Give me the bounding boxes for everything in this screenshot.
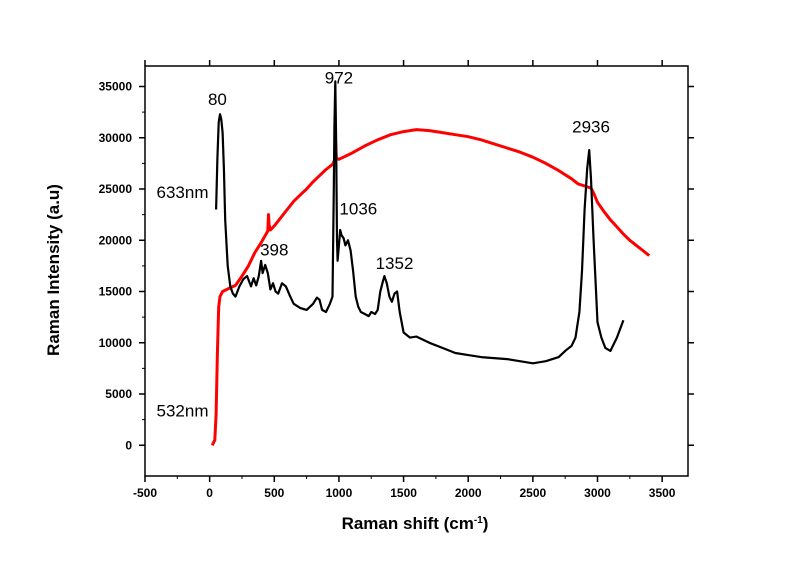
x-tick-label: 1000: [326, 486, 353, 500]
annotation-1352: 1352: [376, 254, 414, 273]
annotation-2936: 2936: [572, 118, 610, 137]
y-tick-label: 0: [125, 438, 132, 452]
y-tick-label: 15000: [99, 285, 133, 299]
x-tick-label: 2000: [455, 486, 482, 500]
y-tick-label: 35000: [99, 80, 133, 94]
annotation-633nm: 633nm: [157, 183, 209, 202]
x-axis-label: Raman shift (cm-1): [342, 514, 489, 533]
x-tick-label: 0: [206, 486, 213, 500]
annotations-group: 80 972 398 1036 1352 2936 633nm 532nm: [157, 68, 610, 420]
annotation-972: 972: [325, 68, 353, 87]
tick-labels: -500 0 500 1000 1500 2000 2500 3000 350005000100…: [99, 80, 676, 501]
annotation-398: 398: [260, 241, 288, 260]
x-tick-label: 2500: [520, 486, 547, 500]
annotation-532nm: 532nm: [157, 402, 209, 421]
x-tick-label: 500: [264, 486, 284, 500]
x-tick-label: -500: [133, 486, 157, 500]
series-line-532nm: [210, 128, 651, 446]
annotation-80: 80: [208, 90, 227, 109]
series-group: [210, 80, 651, 446]
annotation-1036: 1036: [339, 200, 377, 219]
x-tick-label: 3000: [584, 486, 611, 500]
x-tick-label: 1500: [390, 486, 417, 500]
series-line-633nm: [215, 80, 625, 365]
y-tick-label: 20000: [99, 233, 133, 247]
y-tick-label: 25000: [99, 182, 133, 196]
x-tick-label: 3500: [649, 486, 676, 500]
y-tick-label: 30000: [99, 131, 133, 145]
plot-frame: [144, 65, 689, 477]
y-tick-label: 10000: [99, 336, 133, 350]
y-tick-label: 5000: [105, 387, 132, 401]
axis-ticks: [139, 60, 694, 482]
y-axis-label: Raman Intensity (a.u): [44, 184, 63, 356]
